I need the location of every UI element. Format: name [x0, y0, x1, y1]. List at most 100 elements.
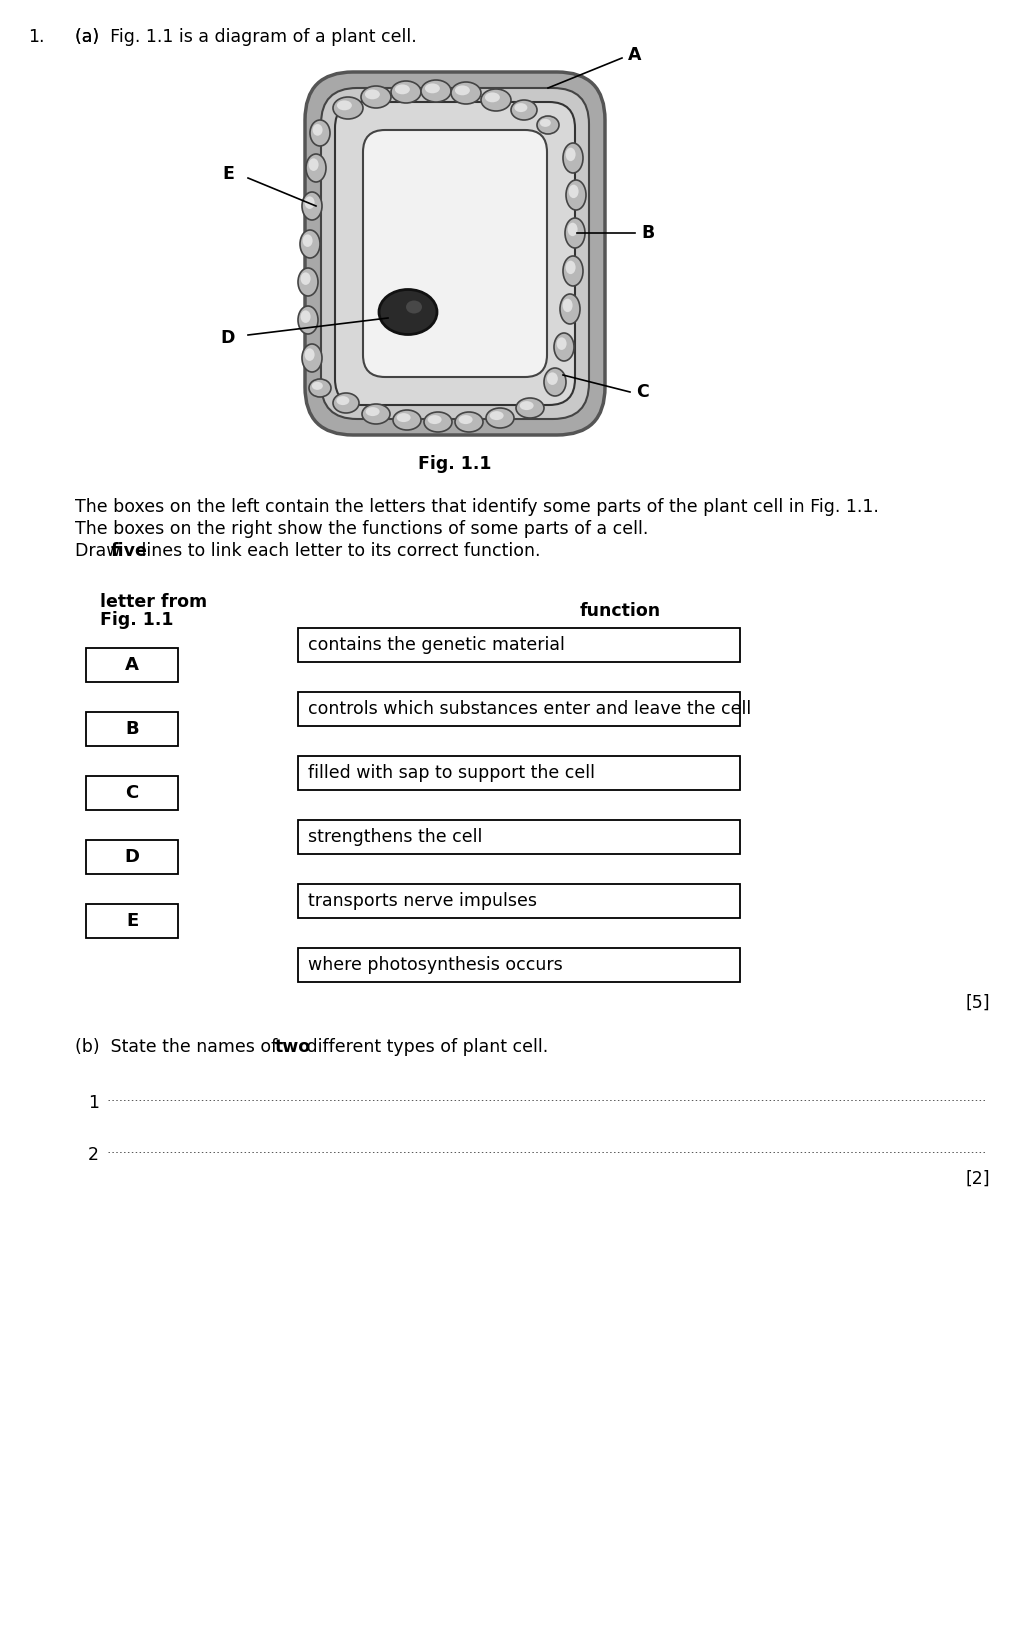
Text: [2]: [2] [966, 1170, 990, 1188]
Ellipse shape [302, 344, 322, 372]
Bar [298, 692, 740, 726]
Text: 1.: 1. [28, 28, 44, 46]
Ellipse shape [298, 269, 318, 297]
Text: filled with sap to support the cell: filled with sap to support the cell [308, 764, 595, 782]
Ellipse shape [481, 89, 511, 111]
Ellipse shape [391, 80, 421, 103]
Text: letter from: letter from [100, 593, 207, 611]
Ellipse shape [540, 118, 551, 126]
Ellipse shape [305, 197, 314, 208]
Bar [298, 756, 740, 790]
FancyBboxPatch shape [335, 102, 575, 405]
Text: D: D [124, 847, 140, 865]
Ellipse shape [486, 408, 514, 428]
Ellipse shape [424, 411, 452, 433]
Ellipse shape [455, 411, 483, 433]
Ellipse shape [514, 103, 527, 111]
Text: A: A [628, 46, 641, 64]
Ellipse shape [485, 92, 499, 102]
Ellipse shape [421, 80, 451, 102]
Text: B: B [125, 720, 139, 738]
Ellipse shape [451, 82, 481, 103]
Ellipse shape [336, 397, 349, 405]
Text: Draw: Draw [75, 543, 126, 561]
Text: Fig. 1.1: Fig. 1.1 [418, 456, 492, 474]
Ellipse shape [395, 85, 409, 95]
Bar [298, 820, 740, 854]
Ellipse shape [562, 256, 583, 285]
Text: E: E [222, 166, 234, 184]
Ellipse shape [566, 261, 576, 274]
Text: B: B [641, 225, 655, 243]
Text: 1: 1 [88, 1093, 99, 1111]
Ellipse shape [306, 154, 326, 182]
Text: strengthens the cell: strengthens the cell [308, 828, 483, 846]
Ellipse shape [566, 180, 586, 210]
FancyBboxPatch shape [363, 129, 547, 377]
Ellipse shape [511, 100, 537, 120]
Text: C: C [636, 384, 648, 402]
Ellipse shape [562, 143, 583, 174]
Bar [86, 775, 178, 810]
Ellipse shape [309, 379, 331, 397]
Ellipse shape [305, 349, 314, 361]
Text: A: A [125, 656, 139, 674]
Text: D: D [220, 329, 235, 347]
Ellipse shape [333, 97, 363, 120]
Ellipse shape [490, 411, 504, 420]
Text: Fig. 1.1: Fig. 1.1 [100, 611, 174, 629]
Text: E: E [126, 911, 139, 929]
Ellipse shape [365, 90, 379, 100]
Ellipse shape [312, 125, 323, 136]
Ellipse shape [406, 300, 422, 313]
Ellipse shape [312, 382, 323, 390]
Ellipse shape [366, 406, 379, 416]
Ellipse shape [568, 223, 578, 236]
Ellipse shape [459, 415, 473, 425]
FancyBboxPatch shape [305, 72, 605, 434]
Ellipse shape [393, 410, 421, 429]
Ellipse shape [361, 85, 391, 108]
Text: where photosynthesis occurs: where photosynthesis occurs [308, 956, 562, 974]
Ellipse shape [428, 415, 442, 425]
Text: (b)  State the names of: (b) State the names of [75, 1037, 282, 1056]
Text: The boxes on the right show the functions of some parts of a cell.: The boxes on the right show the function… [75, 520, 648, 538]
Ellipse shape [337, 100, 352, 110]
Ellipse shape [565, 218, 585, 247]
Text: function: function [579, 602, 661, 620]
Ellipse shape [301, 272, 310, 285]
Ellipse shape [397, 413, 410, 423]
Ellipse shape [455, 85, 469, 95]
Text: contains the genetic material: contains the genetic material [308, 636, 565, 654]
Ellipse shape [310, 120, 330, 146]
Ellipse shape [569, 185, 579, 198]
Bar [298, 628, 740, 662]
Text: (a)  Fig. 1.1 is a diagram of a plant cell.: (a) Fig. 1.1 is a diagram of a plant cel… [75, 28, 417, 46]
Bar [86, 647, 178, 682]
Ellipse shape [544, 369, 566, 397]
Bar [86, 905, 178, 938]
Text: transports nerve impulses: transports nerve impulses [308, 892, 537, 910]
Ellipse shape [362, 403, 390, 425]
Ellipse shape [566, 148, 576, 161]
Ellipse shape [298, 306, 318, 334]
Ellipse shape [560, 293, 580, 325]
Bar [86, 841, 178, 874]
Text: five: five [111, 543, 148, 561]
Ellipse shape [379, 290, 437, 334]
Text: two: two [275, 1037, 311, 1056]
Ellipse shape [333, 393, 359, 413]
Ellipse shape [300, 229, 320, 257]
Text: C: C [125, 783, 139, 801]
Ellipse shape [516, 398, 544, 418]
Text: controls which substances enter and leave the cell: controls which substances enter and leav… [308, 700, 752, 718]
Ellipse shape [562, 298, 573, 311]
Text: The boxes on the left contain the letters that identify some parts of the plant : The boxes on the left contain the letter… [75, 498, 879, 516]
Ellipse shape [425, 84, 439, 93]
Ellipse shape [554, 333, 574, 361]
FancyBboxPatch shape [321, 89, 589, 420]
Ellipse shape [556, 338, 567, 351]
Ellipse shape [547, 372, 558, 385]
Text: 2: 2 [88, 1146, 99, 1164]
Ellipse shape [302, 192, 322, 220]
